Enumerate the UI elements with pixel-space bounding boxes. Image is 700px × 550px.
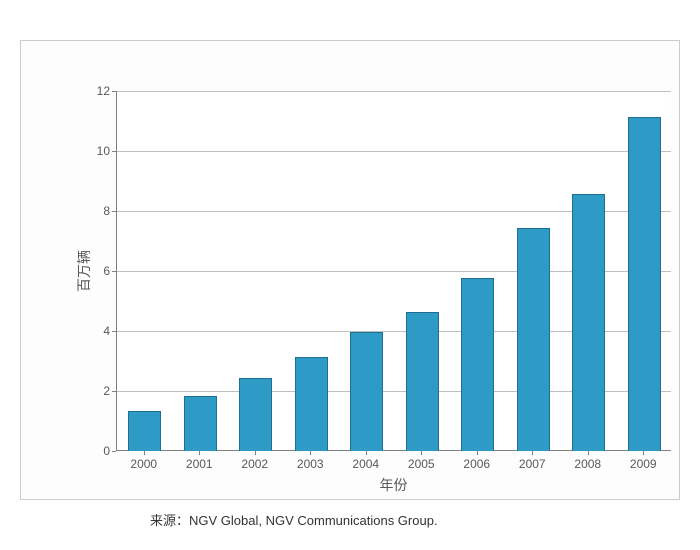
y-tick-label: 0 [103, 444, 110, 458]
bar [406, 312, 439, 451]
x-tick-mark [532, 451, 533, 455]
bar [572, 194, 605, 452]
bar [461, 278, 494, 452]
y-tick-mark [112, 451, 116, 452]
source-text: 来源：NGV Global, NGV Communications Group. [150, 510, 438, 529]
bar [350, 332, 383, 452]
x-tick-mark [588, 451, 589, 455]
y-tick-label: 6 [103, 264, 110, 278]
plot-area: 0246810122000200120022003200420052006200… [116, 91, 671, 451]
x-tick-label: 2009 [630, 457, 657, 471]
x-tick-mark [643, 451, 644, 455]
bar [295, 357, 328, 451]
x-tick-mark [421, 451, 422, 455]
x-tick-mark [477, 451, 478, 455]
source-body: NGV Global, NGV Communications Group. [189, 513, 438, 528]
x-tick-label: 2003 [297, 457, 324, 471]
y-tick-label: 2 [103, 384, 110, 398]
y-tick-label: 12 [97, 84, 110, 98]
y-axis [116, 91, 117, 451]
x-tick-label: 2000 [130, 457, 157, 471]
x-tick-mark [366, 451, 367, 455]
x-axis-label: 年份 [380, 475, 408, 495]
x-tick-label: 2005 [408, 457, 435, 471]
x-tick-label: 2008 [574, 457, 601, 471]
x-tick-label: 2002 [241, 457, 268, 471]
bar [128, 411, 161, 451]
chart-container: 0 2 4 6 8 10 12 2000 2001 2002 2003 2004 2005 2006 200… [20, 40, 680, 500]
x-tick-mark [144, 451, 145, 455]
y-tick-label: 10 [97, 144, 110, 158]
y-tick-label: 8 [103, 204, 110, 218]
bar [628, 117, 661, 451]
y-tick-label: 4 [103, 324, 110, 338]
bar [184, 396, 217, 451]
y-axis-label: 百万辆 [74, 250, 94, 292]
x-tick-mark [255, 451, 256, 455]
x-tick-label: 2007 [519, 457, 546, 471]
grid-line [116, 151, 671, 152]
bar [517, 228, 550, 451]
x-tick-mark [310, 451, 311, 455]
source-prefix: 来源： [150, 513, 189, 528]
x-tick-mark [199, 451, 200, 455]
grid-line [116, 91, 671, 92]
bar [239, 378, 272, 451]
x-tick-label: 2001 [186, 457, 213, 471]
x-tick-label: 2004 [352, 457, 379, 471]
x-tick-label: 2006 [463, 457, 490, 471]
